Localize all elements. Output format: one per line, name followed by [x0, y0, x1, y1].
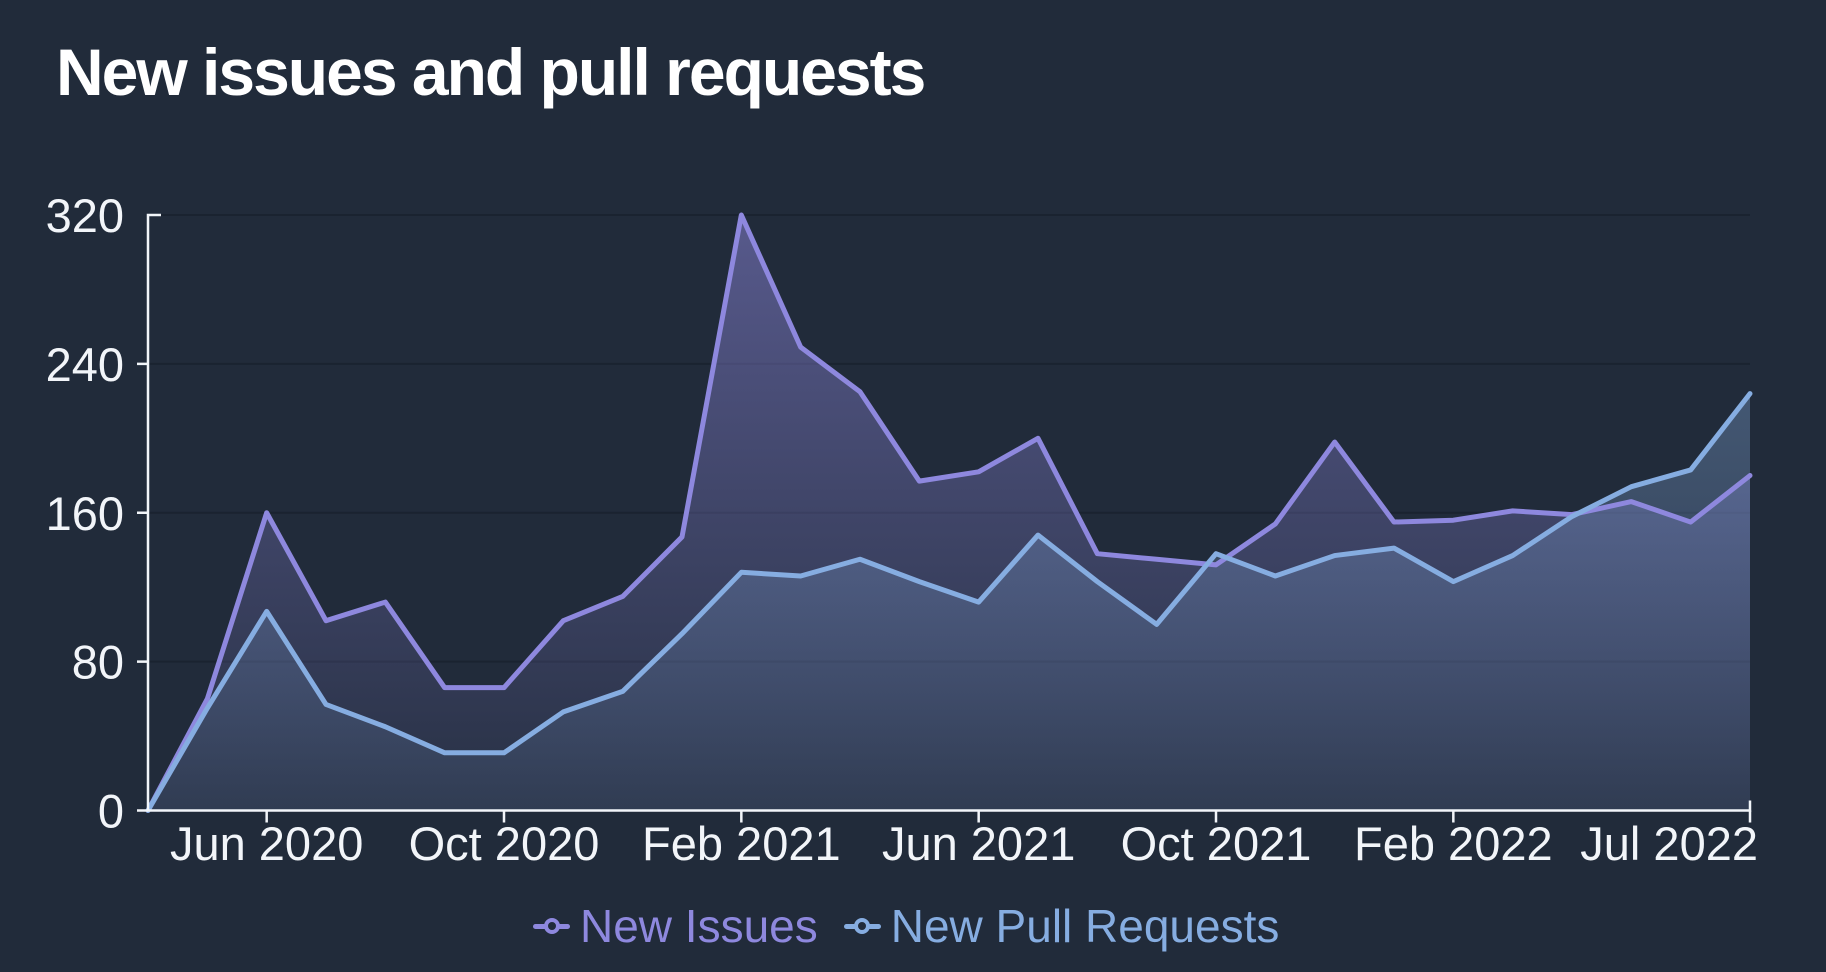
svg-text:Jul 2022: Jul 2022	[1580, 817, 1758, 870]
svg-text:Oct 2021: Oct 2021	[1121, 817, 1312, 870]
svg-text:Oct 2020: Oct 2020	[409, 817, 600, 870]
svg-text:160: 160	[46, 487, 124, 540]
legend-item-new-issues[interactable]: New Issues	[533, 901, 818, 952]
svg-text:Feb 2021: Feb 2021	[642, 817, 841, 870]
legend-item-new-pull-requests[interactable]: New Pull Requests	[843, 900, 1280, 952]
svg-text:0: 0	[98, 785, 124, 838]
legend-label-new-issues: New Issues	[580, 900, 818, 952]
line-circle-marker-icon	[843, 917, 881, 935]
line-circle-marker-icon	[533, 917, 570, 935]
svg-text:80: 80	[72, 636, 124, 689]
svg-text:Feb 2022: Feb 2022	[1354, 817, 1553, 870]
legend-label-new-pull-requests: New Pull Requests	[890, 900, 1280, 952]
svg-text:Jun 2021: Jun 2021	[882, 817, 1075, 870]
svg-text:320: 320	[46, 189, 124, 242]
svg-text:240: 240	[46, 338, 124, 391]
chart-title: New issues and pull requests	[56, 35, 926, 109]
chart-legend: New Issues New Pull Requests	[533, 901, 1279, 952]
svg-text:Jun 2020: Jun 2020	[170, 817, 363, 870]
